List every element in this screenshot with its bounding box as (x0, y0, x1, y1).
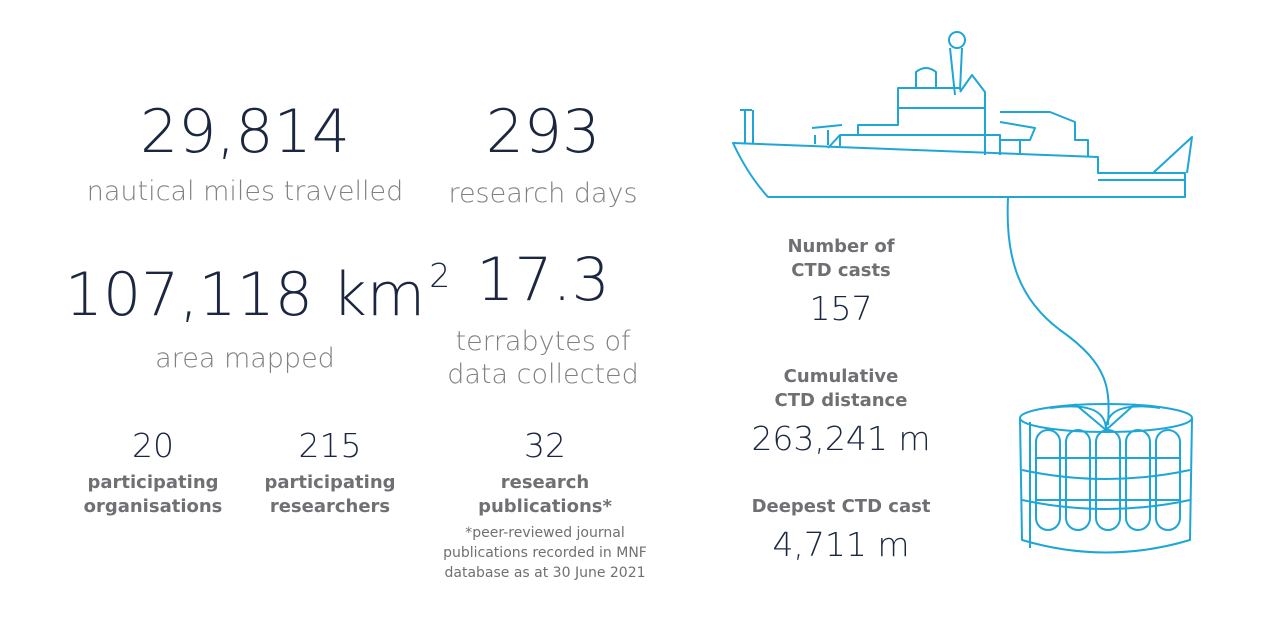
footnote: database as at 30 June 2021 (444, 565, 645, 581)
ctd-value: 4,711 m (772, 525, 909, 564)
footnote: publications recorded in MNF (443, 545, 647, 561)
ctd-label: Cumulative (784, 366, 899, 387)
ship-illustration (732, 31, 1193, 198)
stat-value: 29,814 (140, 97, 350, 167)
stat-label: nautical miles travelled (87, 176, 403, 207)
small-stat-value: 32 (524, 426, 566, 465)
small-stat-value: 20 (132, 426, 174, 465)
ctd-label: CTD distance (775, 390, 908, 411)
stat-label: area mapped (155, 343, 335, 374)
small-stat-label: organisations (84, 496, 223, 517)
stat-superscript: 2 (429, 256, 450, 295)
ctd-cable (1006, 197, 1110, 426)
stat-label: data collected (447, 359, 639, 390)
ctd-label: CTD casts (791, 260, 891, 281)
small-stat-value: 215 (299, 426, 362, 465)
small-stat-label: researchers (270, 496, 390, 517)
small-stat-label: research (501, 472, 590, 493)
stat-label: research days (448, 178, 637, 209)
stat-value: 107,118 km (65, 260, 425, 330)
ctd-value: 263,241 m (751, 419, 930, 458)
footnote: *peer-reviewed journal (465, 525, 624, 541)
ctd-label: Deepest CTD cast (752, 496, 931, 517)
ctd-label: Number of (787, 236, 894, 257)
stat-value: 17.3 (476, 245, 610, 315)
ctd-value: 157 (810, 289, 873, 328)
small-stat-label: participating (87, 472, 218, 493)
stat-label: terrabytes of (456, 326, 631, 357)
small-stat-label: participating (264, 472, 395, 493)
small-stat-label: publications* (478, 496, 612, 517)
ctd-rosette (1019, 403, 1193, 554)
stat-value: 293 (486, 97, 601, 167)
